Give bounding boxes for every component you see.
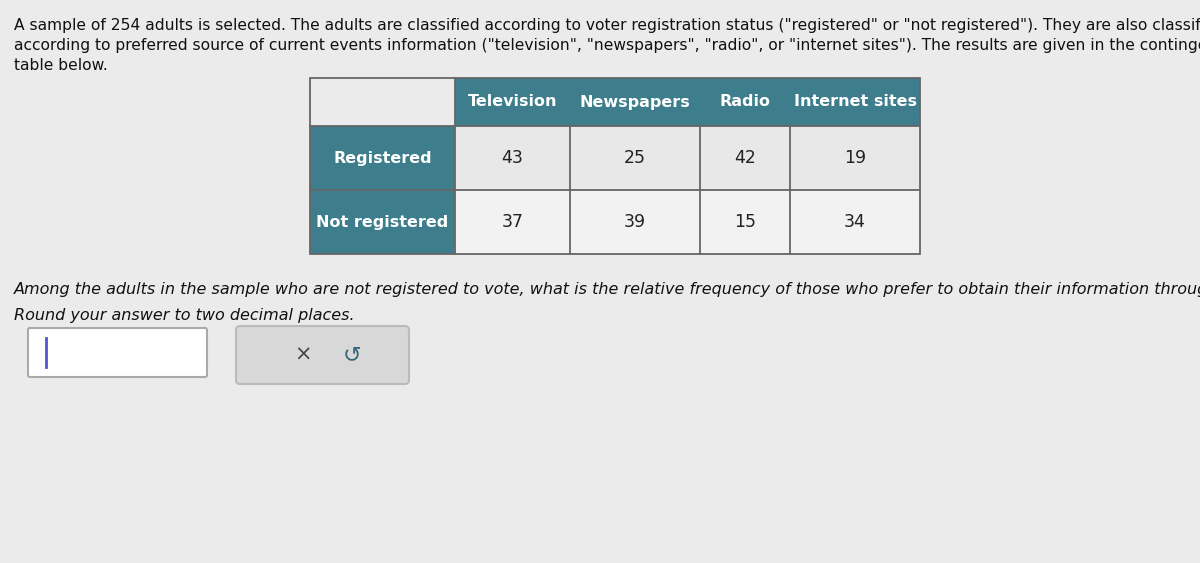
Text: ↺: ↺ [343,345,361,365]
Text: 39: 39 [624,213,646,231]
Text: Round your answer to two decimal places.: Round your answer to two decimal places. [14,308,355,323]
Text: 37: 37 [502,213,523,231]
Bar [700,126,790,190]
Text: Radio: Radio [720,95,770,109]
Bar [310,190,455,254]
Text: Newspapers: Newspapers [580,95,690,109]
Text: 25: 25 [624,149,646,167]
Text: Not registered: Not registered [317,215,449,230]
Bar [790,126,920,190]
Text: ×: × [294,345,312,365]
Text: according to preferred source of current events information ("television", "news: according to preferred source of current… [14,38,1200,53]
Text: Registered: Registered [334,150,432,166]
Text: Internet sites: Internet sites [793,95,917,109]
Bar [790,190,920,254]
Bar [310,78,920,254]
Text: 43: 43 [502,149,523,167]
Text: A sample of 254 adults is selected. The adults are classified according to voter: A sample of 254 adults is selected. The … [14,18,1200,33]
Bar [570,126,700,190]
Bar [570,190,700,254]
Text: 15: 15 [734,213,756,231]
Text: Television: Television [468,95,557,109]
Text: table below.: table below. [14,58,108,73]
Text: 42: 42 [734,149,756,167]
Text: 34: 34 [844,213,866,231]
Bar [455,78,920,126]
Bar [310,126,455,190]
Bar [455,126,570,190]
Text: 19: 19 [844,149,866,167]
FancyBboxPatch shape [236,326,409,384]
Text: Among the adults in the sample who are not registered to vote, what is the relat: Among the adults in the sample who are n… [14,282,1200,297]
Bar [455,190,570,254]
Bar [700,190,790,254]
FancyBboxPatch shape [28,328,208,377]
